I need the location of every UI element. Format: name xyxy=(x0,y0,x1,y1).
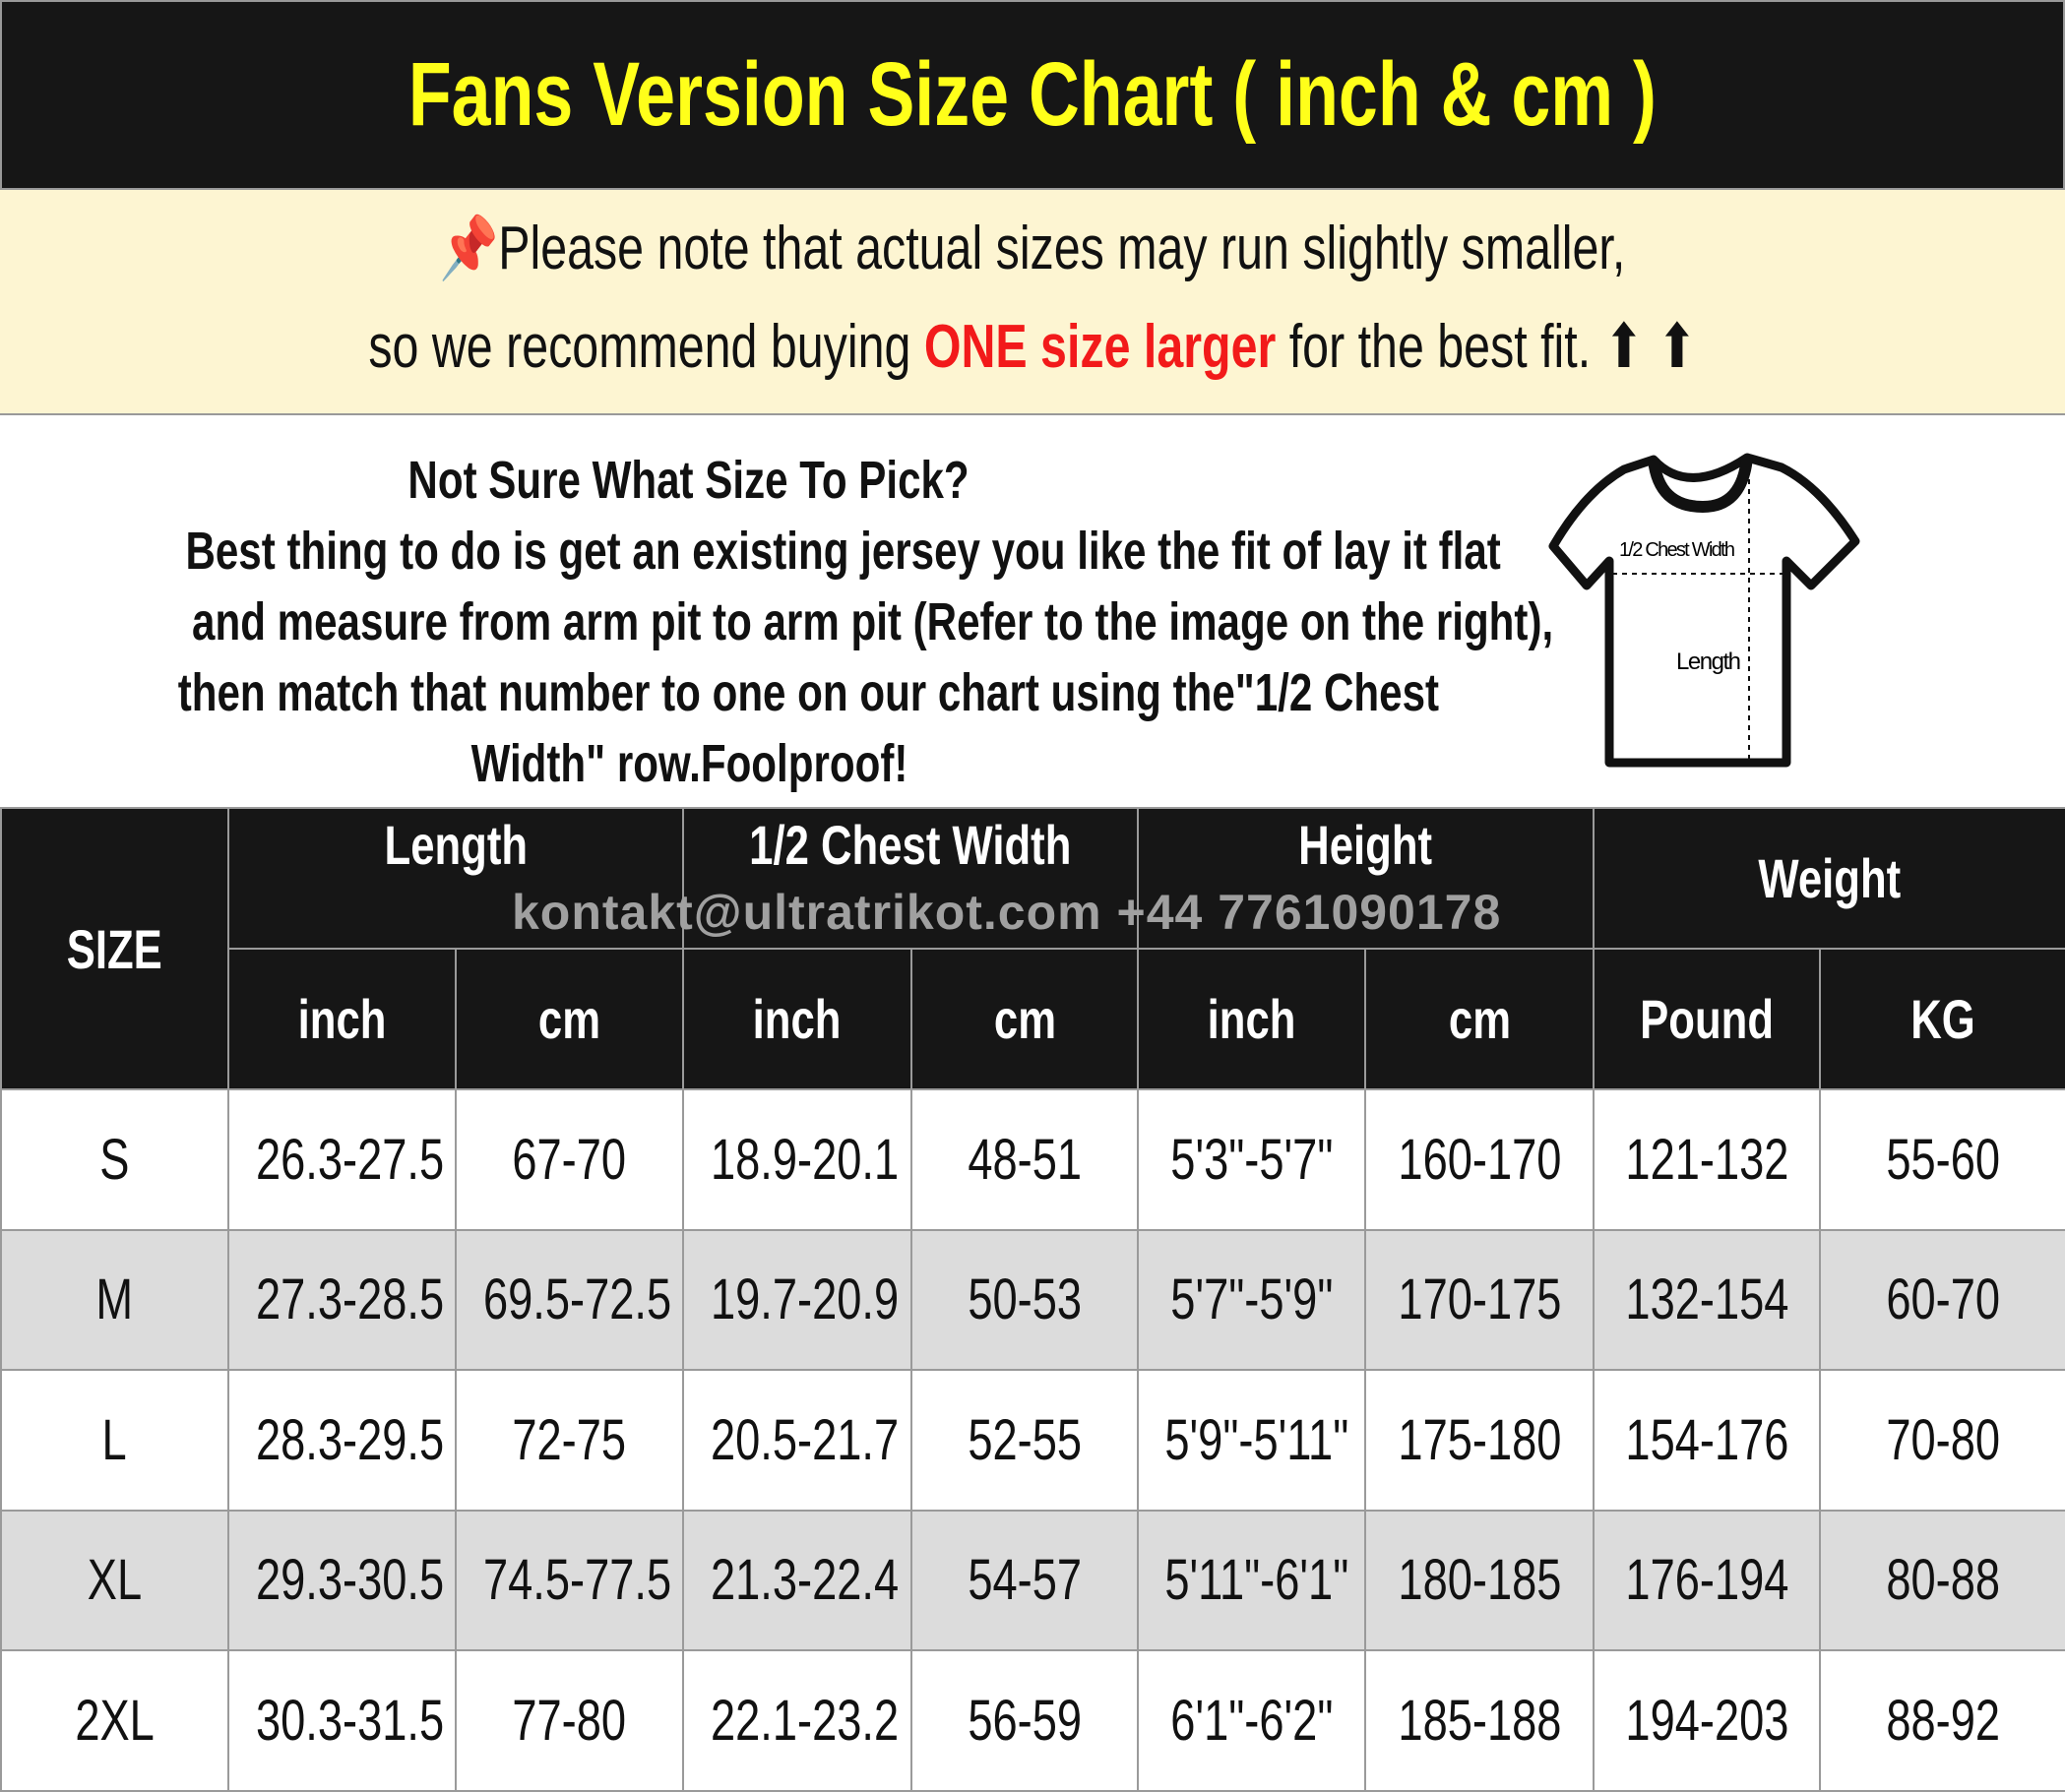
measuring-instructions: Not Sure What Size To Pick? Best thing t… xyxy=(0,415,1553,807)
unit-header: cm xyxy=(909,948,1140,1090)
table-cell: 60-70 xyxy=(1819,1228,2065,1371)
table-cell: 21.3-22.4 xyxy=(682,1509,912,1651)
unit-header: inch xyxy=(1137,948,1367,1090)
table-cell: 5'7"-5'9" xyxy=(1137,1228,1367,1371)
note-highlight: ONE size larger xyxy=(923,313,1277,381)
table-cell: 176-194 xyxy=(1593,1509,1822,1651)
length-label: Length xyxy=(1676,649,1741,675)
table-cell: 80-88 xyxy=(1819,1509,2065,1651)
unit-header: inch xyxy=(682,948,912,1090)
group-header-length: Length xyxy=(227,807,684,950)
table-cell: 194-203 xyxy=(1593,1649,1822,1792)
table-cell: 170-175 xyxy=(1364,1228,1596,1371)
info-line: then match that number to one on our cha… xyxy=(177,663,1440,722)
group-header-chest: 1/2 Chest Width xyxy=(681,807,1140,950)
table-row: XL 29.3-30.5 74.5-77.5 21.3-22.4 54-57 5'11"-… xyxy=(0,1509,2065,1651)
unit-header: Pound xyxy=(1593,948,1822,1090)
table-cell: 19.7-20.9 xyxy=(682,1228,912,1371)
table-cell: 26.3-27.5 xyxy=(227,1088,457,1231)
table-cell: 72-75 xyxy=(455,1369,684,1512)
note-line-2-pre: so we recommend buying xyxy=(368,313,924,381)
size-table: SIZE Length 1/2 Chest Width Height Weigh… xyxy=(0,807,2065,1792)
table-cell: 29.3-30.5 xyxy=(227,1509,457,1651)
table-cell: 77-80 xyxy=(455,1649,684,1792)
size-label: M xyxy=(0,1228,229,1371)
table-cell: 52-55 xyxy=(909,1369,1140,1512)
group-header-height: Height xyxy=(1137,807,1596,950)
table-cell: 50-53 xyxy=(909,1228,1140,1371)
size-label: XL xyxy=(0,1509,229,1651)
table-cell: 54-57 xyxy=(909,1509,1140,1651)
unit-header: cm xyxy=(455,948,684,1090)
table-cell: 27.3-28.5 xyxy=(227,1228,457,1371)
table-cell: 154-176 xyxy=(1593,1369,1822,1512)
size-label: S xyxy=(0,1088,229,1231)
table-cell: 185-188 xyxy=(1364,1649,1596,1792)
title-banner: Fans Version Size Chart ( inch & cm ) xyxy=(0,0,2065,190)
table-cell: 132-154 xyxy=(1593,1228,1822,1371)
tshirt-diagram: 1/2 Chest Width Length xyxy=(1548,453,1860,768)
table-cell: 88-92 xyxy=(1819,1649,2065,1792)
table-cell: 5'11"-6'1" xyxy=(1137,1509,1367,1651)
table-cell: 180-185 xyxy=(1364,1509,1596,1651)
table-cell: 28.3-29.5 xyxy=(227,1369,457,1512)
table-row: M 27.3-28.5 69.5-72.5 19.7-20.9 50-53 5'7"-5'… xyxy=(0,1228,2065,1371)
table-cell: 5'3"-5'7" xyxy=(1137,1088,1367,1231)
table-row: 2XL 30.3-31.5 77-80 22.1-23.2 56-59 6'1"-6'2"… xyxy=(0,1649,2065,1792)
table-row: S 26.3-27.5 67-70 18.9-20.1 48-51 5'3"-5'7" 16… xyxy=(0,1088,2065,1231)
unit-header: cm xyxy=(1364,948,1596,1090)
table-cell: 22.1-23.2 xyxy=(682,1649,912,1792)
table-cell: 5'9"-5'11" xyxy=(1137,1369,1367,1512)
chest-width-label: 1/2 Chest Width xyxy=(1619,539,1735,561)
table-cell: 175-180 xyxy=(1364,1369,1596,1512)
watermark: kontakt@ultratrikot.com +44 7761090178 xyxy=(512,885,1502,940)
note-line-2-post: for the best fit. ⬆ ⬆ xyxy=(1276,313,1697,381)
page-title: Fans Version Size Chart ( inch & cm ) xyxy=(407,44,1658,145)
note-line-1: Please note that actual sizes may run sl… xyxy=(498,215,1626,282)
table-cell: 74.5-77.5 xyxy=(455,1509,684,1651)
info-line: Best thing to do is get an existing jers… xyxy=(185,522,1501,581)
table-cell: 69.5-72.5 xyxy=(455,1228,684,1371)
table-cell: 160-170 xyxy=(1364,1088,1596,1231)
table-cell: 56-59 xyxy=(909,1649,1140,1792)
table-cell: 20.5-21.7 xyxy=(682,1369,912,1512)
size-label: L xyxy=(0,1369,229,1512)
table-cell: 121-132 xyxy=(1593,1088,1822,1231)
size-note: 📌Please note that actual sizes may run s… xyxy=(0,190,2065,415)
size-header: SIZE xyxy=(0,807,229,1090)
table-cell: 30.3-31.5 xyxy=(227,1649,457,1792)
table-row: L 28.3-29.5 72-75 20.5-21.7 52-55 5'9"-5'11" 1… xyxy=(0,1369,2065,1512)
pushpin-icon: 📌 xyxy=(439,215,499,282)
info-line: Width" row.Foolproof! xyxy=(470,734,907,793)
info-line: and measure from arm pit to arm pit (Ref… xyxy=(192,592,1554,651)
table-cell: 6'1"-6'2" xyxy=(1137,1649,1367,1792)
info-heading: Not Sure What Size To Pick? xyxy=(407,451,970,510)
table-cell: 48-51 xyxy=(909,1088,1140,1231)
table-cell: 70-80 xyxy=(1819,1369,2065,1512)
unit-header: inch xyxy=(227,948,457,1090)
table-cell: 18.9-20.1 xyxy=(682,1088,912,1231)
group-header-weight: Weight xyxy=(1593,807,2065,950)
unit-header: KG xyxy=(1819,948,2065,1090)
table-cell: 67-70 xyxy=(455,1088,684,1231)
table-cell: 55-60 xyxy=(1819,1088,2065,1231)
size-label: 2XL xyxy=(0,1649,229,1792)
